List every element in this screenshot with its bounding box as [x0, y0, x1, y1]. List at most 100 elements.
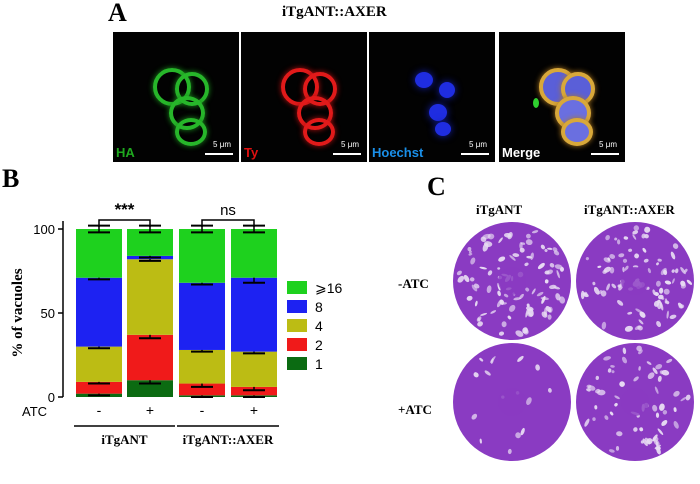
plaque — [517, 355, 524, 362]
plaque — [507, 448, 512, 455]
plaque — [673, 407, 677, 412]
plaque — [592, 281, 596, 286]
plaque — [673, 390, 680, 397]
plaque — [497, 290, 501, 297]
plaque — [614, 402, 618, 407]
plaque — [594, 405, 598, 410]
plaque — [609, 411, 614, 416]
plaque — [515, 330, 524, 337]
plaque — [656, 320, 662, 328]
channel-label-ha: HA — [116, 145, 135, 160]
plaque — [498, 237, 503, 244]
plaque — [685, 394, 691, 401]
plaque — [618, 253, 625, 258]
plaque — [490, 310, 497, 314]
plaque — [580, 290, 585, 300]
plaque — [616, 239, 621, 245]
plaque — [520, 427, 525, 436]
plaque — [507, 315, 512, 320]
plaque — [601, 321, 607, 330]
plaque-plate-itgant-axer-minus-atc — [575, 221, 695, 341]
plaque-plate-itgant-axer-plus-atc — [575, 342, 695, 462]
plaque — [669, 314, 677, 319]
cell-ring — [303, 118, 335, 146]
plaque — [525, 239, 533, 246]
plaque — [639, 311, 646, 318]
plaque — [501, 321, 507, 328]
plaque — [633, 376, 639, 382]
plaque — [644, 437, 651, 445]
column-label-itgant: iTgANT — [476, 202, 523, 217]
plaque — [606, 283, 611, 291]
category-label: + — [146, 402, 154, 418]
plaque — [680, 396, 687, 402]
legend-swatch — [287, 281, 307, 294]
significance-label: ns — [220, 202, 236, 219]
group-label: iTgANT — [101, 432, 148, 447]
plaque — [647, 372, 655, 380]
plate-center — [621, 388, 649, 416]
row-label-minus-atc: -ATC — [398, 276, 429, 291]
plaque — [643, 258, 649, 263]
plaque — [595, 375, 600, 380]
plaque — [671, 278, 675, 284]
legend-swatch — [287, 319, 307, 332]
plaque — [638, 349, 643, 355]
plaque — [540, 244, 546, 250]
plaque — [603, 356, 611, 361]
plaque — [614, 237, 618, 241]
plaque — [546, 269, 553, 275]
channel-label-ty: Ty — [244, 145, 259, 160]
plaque — [665, 300, 670, 305]
plaque — [482, 242, 489, 252]
plaque — [469, 277, 475, 282]
plaque — [535, 364, 540, 371]
plaque — [616, 431, 623, 437]
plaque — [638, 319, 644, 325]
plaque — [470, 257, 476, 265]
plaque — [490, 358, 494, 364]
plaque — [497, 267, 501, 270]
plaque — [583, 291, 588, 296]
significance-label: *** — [115, 200, 135, 219]
bar-segment — [76, 346, 122, 382]
plaque — [642, 438, 648, 447]
plaque — [555, 293, 561, 301]
bar-segment — [179, 383, 225, 396]
plaque — [479, 266, 487, 270]
plaque — [656, 447, 661, 455]
y-axis-label: % of vacuoles — [10, 268, 26, 357]
plaque — [480, 236, 487, 242]
plaque — [644, 226, 651, 233]
plaque — [673, 421, 679, 429]
plate-image — [576, 222, 694, 340]
plaque — [622, 266, 625, 273]
plaque — [674, 268, 679, 274]
y-tick-label: 50 — [41, 306, 55, 321]
plaque — [619, 381, 625, 387]
plaque — [627, 311, 633, 315]
plaque — [635, 308, 643, 313]
scale-bar — [205, 153, 233, 155]
plaque — [614, 395, 620, 400]
plaque — [604, 415, 609, 420]
plaque — [607, 257, 611, 261]
significance-bracket — [98, 219, 151, 227]
atc-row-label: ATC — [22, 404, 47, 419]
plate-image — [576, 343, 694, 461]
plaque — [467, 247, 472, 252]
bar-segment — [231, 277, 277, 352]
plaque — [646, 361, 652, 365]
plaque — [622, 258, 628, 263]
plaque — [497, 282, 501, 291]
plaque — [523, 329, 529, 335]
plaque — [655, 280, 661, 287]
plaque — [652, 404, 658, 412]
bar-segment — [231, 351, 277, 387]
micrograph-merge: Merge 5 μm — [499, 32, 625, 162]
plaque — [670, 251, 676, 260]
plaque — [633, 225, 640, 231]
plaque — [527, 308, 534, 317]
plaque — [597, 265, 602, 268]
legend-label: 2 — [315, 337, 323, 353]
